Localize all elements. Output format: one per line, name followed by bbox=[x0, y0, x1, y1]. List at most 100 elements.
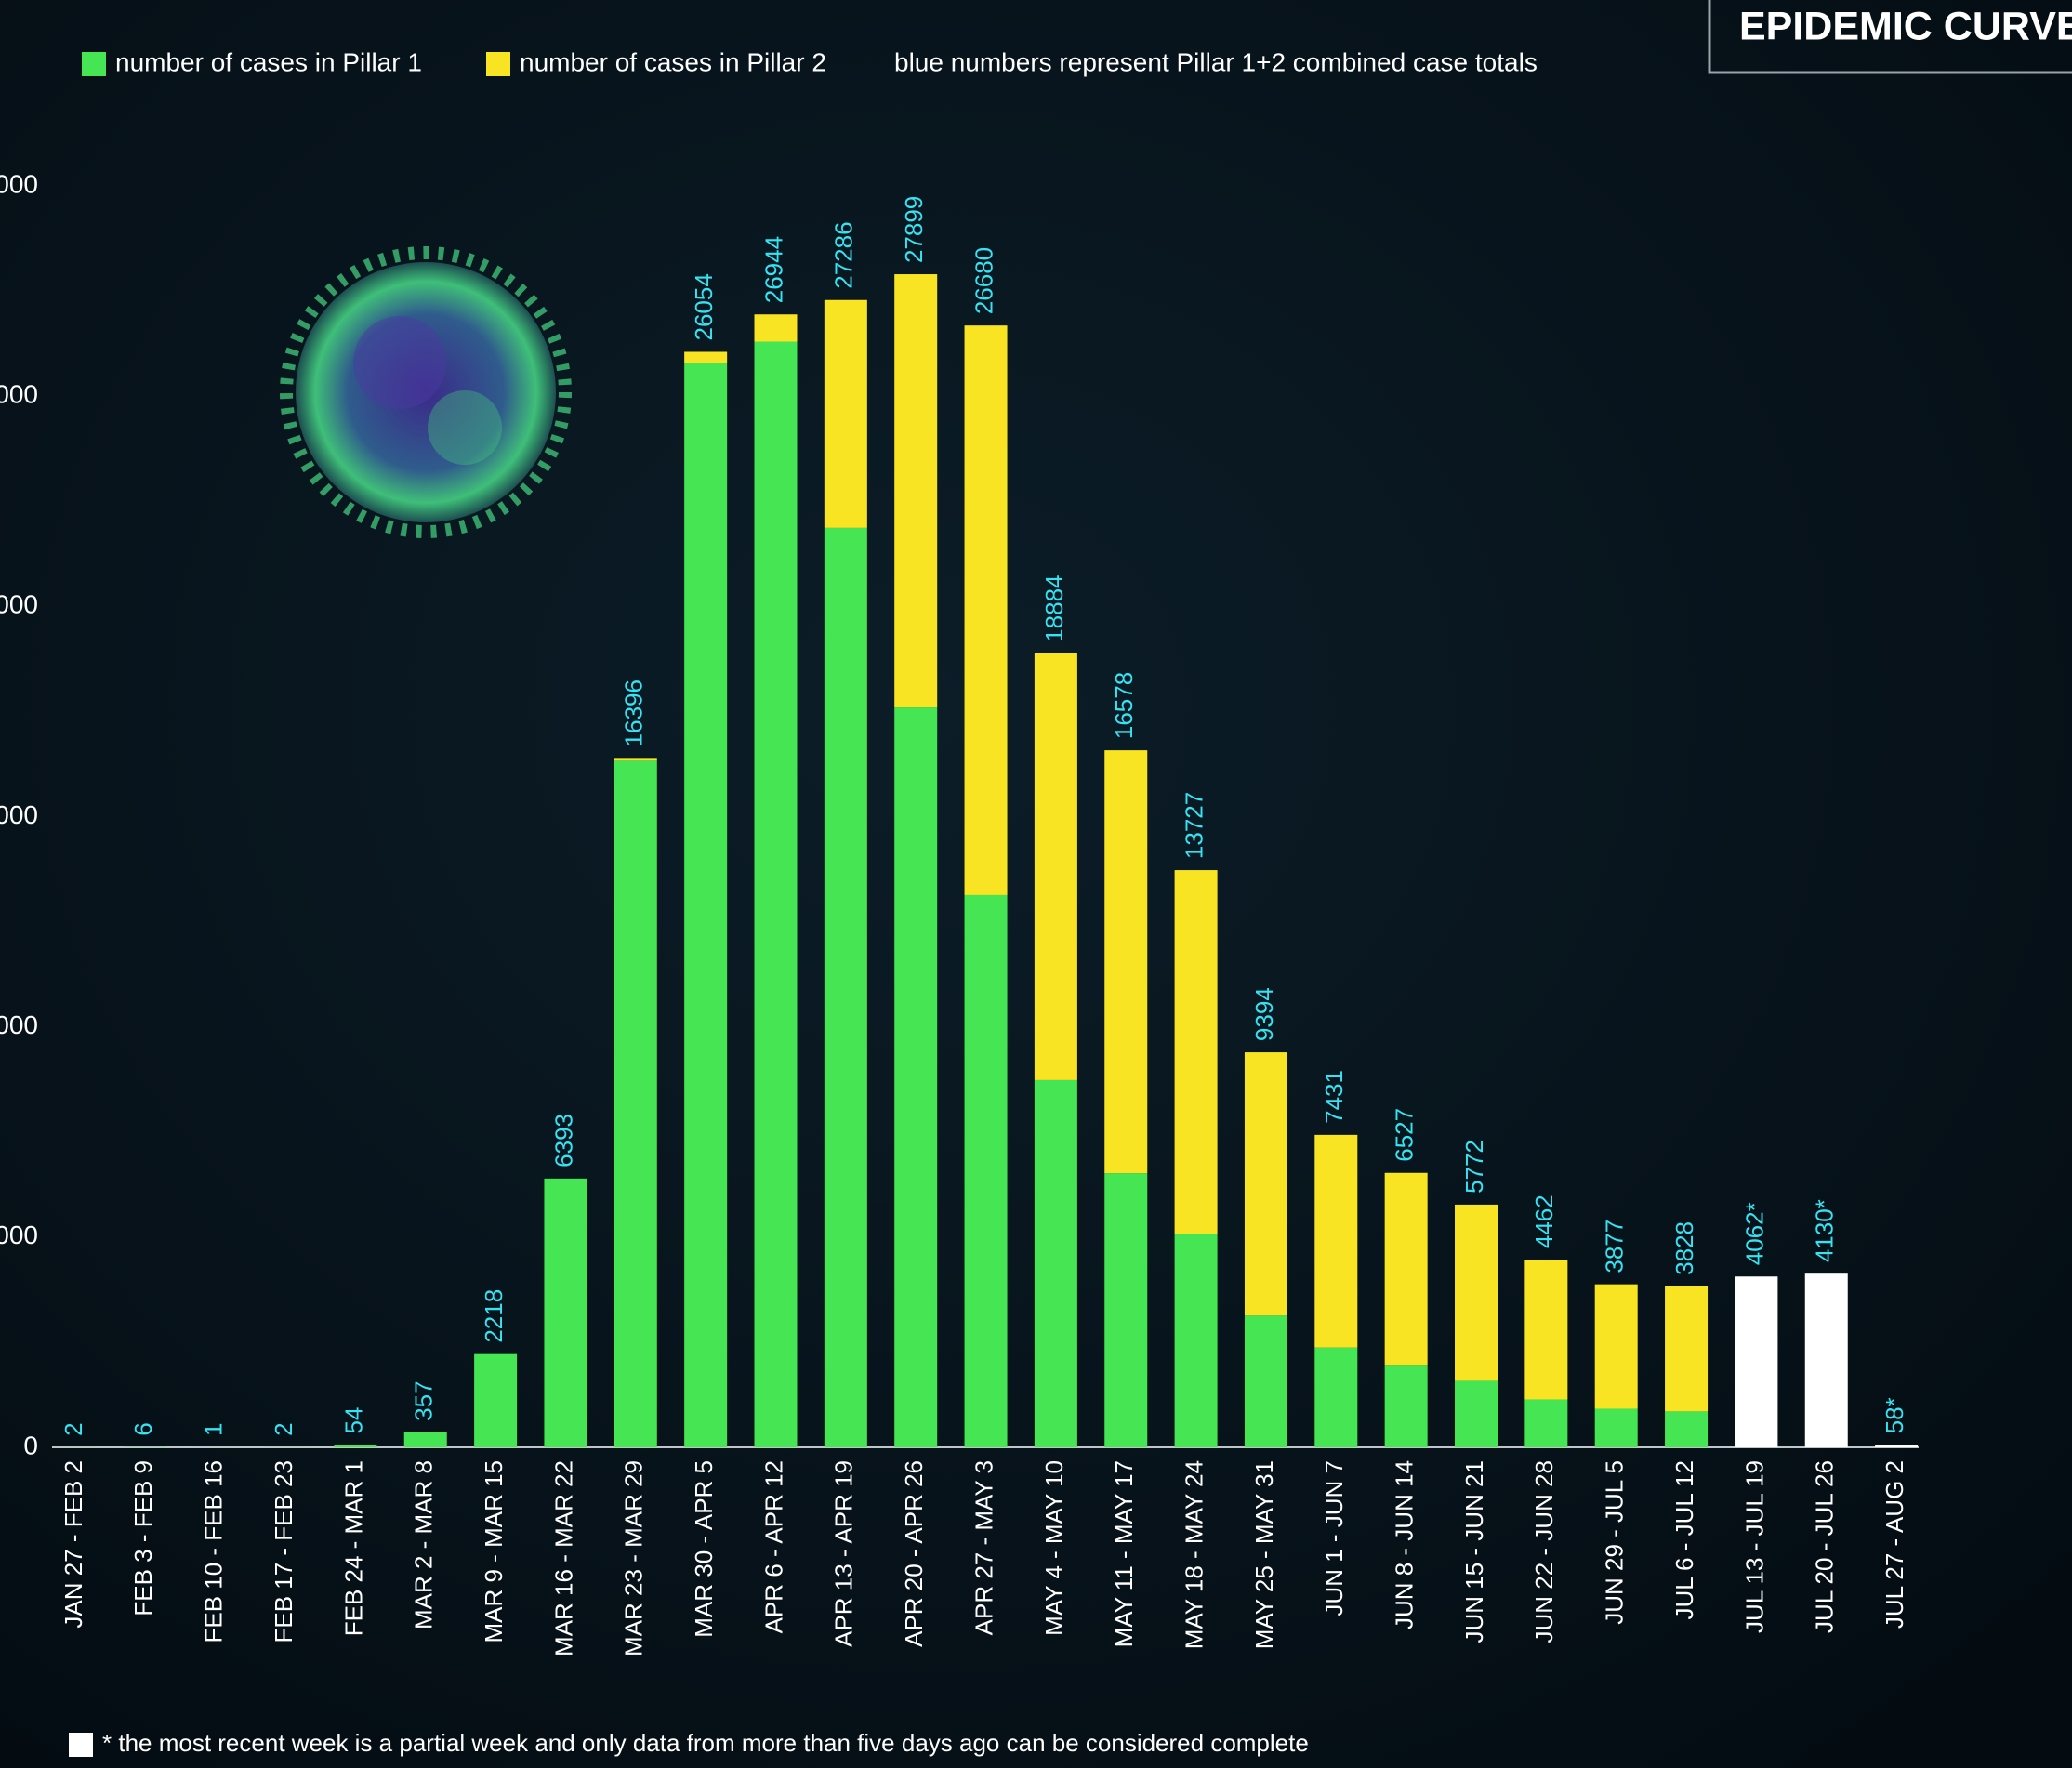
bar-segment bbox=[1174, 1234, 1218, 1447]
total-label: 27286 bbox=[830, 221, 858, 288]
bar-segment bbox=[1104, 1173, 1148, 1447]
x-tick-label: MAR 16 - MAR 22 bbox=[549, 1460, 577, 1656]
y-tick-label: 10000 bbox=[0, 1010, 38, 1039]
legend-label: number of cases in Pillar 2 bbox=[520, 47, 826, 76]
total-label: 2 bbox=[59, 1422, 87, 1435]
bar-segment bbox=[1314, 1347, 1358, 1447]
total-label: 2218 bbox=[480, 1289, 508, 1343]
bar-segment bbox=[544, 1178, 587, 1447]
y-tick-label: 0 bbox=[23, 1431, 38, 1459]
total-label: 26944 bbox=[759, 236, 787, 303]
bar-segment bbox=[894, 274, 938, 708]
total-label: 18884 bbox=[1040, 575, 1068, 642]
x-tick-label: MAY 11 - MAY 17 bbox=[1110, 1460, 1138, 1647]
x-tick-label: FEB 17 - FEB 23 bbox=[270, 1460, 297, 1643]
total-label: 26680 bbox=[970, 247, 997, 314]
x-tick-label: MAY 18 - MAY 24 bbox=[1180, 1460, 1208, 1649]
bar-segment bbox=[754, 341, 798, 1447]
bar-segment bbox=[1174, 870, 1218, 1234]
bar-segment bbox=[1524, 1399, 1568, 1447]
total-label: 16578 bbox=[1110, 672, 1138, 739]
virus-illustration bbox=[280, 246, 572, 538]
total-label: 1 bbox=[200, 1422, 228, 1435]
bar-segment bbox=[1735, 1276, 1778, 1447]
bar-segment bbox=[1594, 1408, 1638, 1447]
legend-swatch bbox=[69, 1733, 93, 1757]
total-label: 9394 bbox=[1250, 987, 1278, 1041]
x-tick-label: APR 20 - APR 26 bbox=[900, 1460, 928, 1647]
total-label: 6 bbox=[129, 1422, 157, 1435]
bar-segment bbox=[964, 325, 1008, 895]
x-tick-label: MAR 2 - MAR 8 bbox=[410, 1460, 438, 1629]
bar-segment bbox=[824, 299, 867, 528]
bar-segment bbox=[1804, 1273, 1848, 1447]
bar-segment bbox=[474, 1353, 518, 1447]
title-box: EPIDEMIC CURVE bbox=[1708, 0, 2072, 74]
bar-segment bbox=[1384, 1365, 1428, 1447]
total-label: 4462 bbox=[1530, 1194, 1558, 1248]
x-tick-label: JUL 6 - JUL 12 bbox=[1670, 1460, 1698, 1619]
bar-segment bbox=[1455, 1204, 1498, 1381]
y-tick-label: 15000 bbox=[0, 800, 38, 829]
x-tick-label: MAY 25 - MAY 31 bbox=[1250, 1460, 1278, 1649]
bar-segment bbox=[1665, 1286, 1709, 1412]
x-tick-label: FEB 10 - FEB 16 bbox=[200, 1460, 228, 1643]
legend-label: * the most recent week is a partial week… bbox=[102, 1729, 1309, 1757]
total-label: 3877 bbox=[1601, 1220, 1629, 1273]
bar-segment bbox=[1455, 1380, 1498, 1447]
x-tick-label: JUN 8 - JUN 14 bbox=[1391, 1460, 1419, 1629]
total-label: 357 bbox=[410, 1380, 438, 1420]
legend-label: number of cases in Pillar 1 bbox=[115, 47, 422, 76]
x-tick-label: JUN 29 - JUL 5 bbox=[1601, 1460, 1629, 1625]
legend-swatch bbox=[486, 52, 510, 76]
bar-segment bbox=[894, 707, 938, 1447]
total-label: 6527 bbox=[1391, 1108, 1419, 1162]
legend-swatch bbox=[82, 52, 106, 76]
bar-segment bbox=[1384, 1172, 1428, 1366]
total-label: 26054 bbox=[690, 273, 718, 340]
bar-segment bbox=[964, 894, 1008, 1447]
bar-segment bbox=[614, 758, 657, 761]
x-tick-label: JUN 15 - JUN 21 bbox=[1460, 1460, 1488, 1643]
chart-title: EPIDEMIC CURVE bbox=[1739, 4, 2072, 48]
x-tick-label: FEB 3 - FEB 9 bbox=[129, 1460, 157, 1616]
x-tick-label: JUN 22 - JUN 28 bbox=[1530, 1460, 1558, 1643]
y-tick-label: 20000 bbox=[0, 590, 38, 619]
bar-segment bbox=[684, 363, 728, 1447]
total-label: 4130* bbox=[1811, 1199, 1839, 1262]
bar-segment bbox=[334, 1445, 377, 1447]
bar-segment bbox=[1314, 1134, 1358, 1348]
total-label: 13727 bbox=[1180, 792, 1208, 859]
total-label: 2 bbox=[270, 1422, 297, 1435]
x-tick-label: FEB 24 - MAR 1 bbox=[339, 1460, 367, 1636]
y-tick-label: 30000 bbox=[0, 169, 38, 198]
bar-segment bbox=[403, 1432, 447, 1447]
x-tick-label: MAR 30 - APR 5 bbox=[690, 1460, 718, 1638]
bar-segment bbox=[1594, 1284, 1638, 1409]
x-tick-label: JUL 13 - JUL 19 bbox=[1740, 1460, 1768, 1633]
total-label: 4062* bbox=[1740, 1202, 1768, 1265]
y-tick-label: 5000 bbox=[0, 1220, 38, 1249]
total-label: 27899 bbox=[900, 196, 928, 263]
x-tick-label: JAN 27 - FEB 2 bbox=[59, 1460, 87, 1629]
x-tick-label: APR 13 - APR 19 bbox=[830, 1460, 858, 1647]
total-label: 58* bbox=[1881, 1397, 1908, 1433]
bar-segment bbox=[1524, 1260, 1568, 1400]
x-tick-label: JUL 20 - JUL 26 bbox=[1811, 1460, 1839, 1633]
x-tick-label: JUL 27 - AUG 2 bbox=[1881, 1460, 1908, 1629]
bar-segment bbox=[1665, 1411, 1709, 1447]
bar-segment bbox=[614, 760, 657, 1447]
bar-segment bbox=[1875, 1445, 1919, 1447]
bar-segment bbox=[1244, 1315, 1287, 1447]
x-tick-label: MAY 4 - MAY 10 bbox=[1040, 1460, 1068, 1636]
x-tick-label: APR 27 - MAY 3 bbox=[970, 1460, 997, 1635]
x-tick-label: APR 6 - APR 12 bbox=[759, 1460, 787, 1633]
bar-segment bbox=[1034, 1079, 1077, 1447]
total-label: 16396 bbox=[620, 679, 648, 746]
y-tick-label: 25000 bbox=[0, 380, 38, 409]
bar-segment bbox=[824, 527, 867, 1447]
bar-segment bbox=[684, 351, 728, 363]
total-label: 54 bbox=[339, 1407, 367, 1434]
x-tick-label: MAR 9 - MAR 15 bbox=[480, 1460, 508, 1643]
